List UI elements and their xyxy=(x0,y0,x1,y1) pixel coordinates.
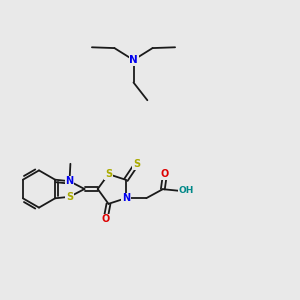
Text: S: S xyxy=(133,159,140,169)
Text: S: S xyxy=(66,192,73,202)
Text: O: O xyxy=(161,169,169,179)
Text: N: N xyxy=(129,55,138,65)
Text: N: N xyxy=(122,193,130,203)
Text: OH: OH xyxy=(179,186,194,195)
Text: N: N xyxy=(65,176,74,186)
Text: S: S xyxy=(105,169,112,179)
Text: O: O xyxy=(101,214,110,224)
